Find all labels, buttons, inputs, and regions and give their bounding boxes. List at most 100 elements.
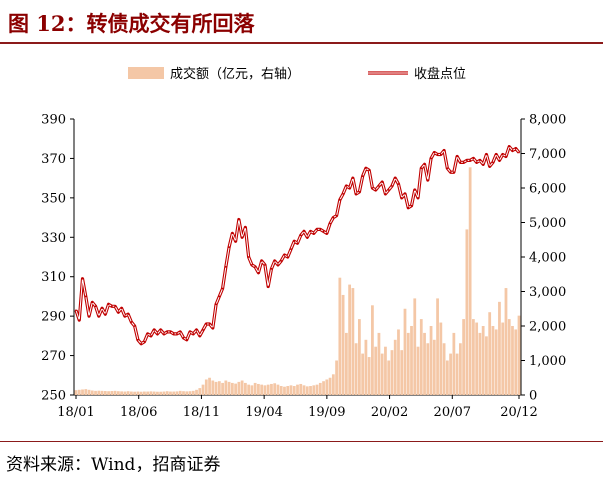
index-point (140, 342, 143, 345)
volume-bar (452, 332, 456, 395)
volume-bar (393, 339, 397, 395)
volume-bar (77, 389, 81, 395)
volume-bar (413, 298, 417, 395)
volume-bar (309, 386, 312, 395)
index-point (371, 187, 374, 189)
volume-bar (120, 391, 123, 395)
index-line-inner (75, 146, 520, 345)
index-point (260, 260, 263, 262)
index-point (482, 163, 485, 166)
index-point (384, 193, 387, 195)
volume-bar (263, 385, 267, 395)
left-tick-label: 250 (41, 389, 66, 404)
volume-bar (103, 391, 107, 395)
volume-bar (250, 385, 254, 395)
volume-bar (338, 277, 342, 395)
index-point (202, 329, 204, 331)
legend-swatch-volume (128, 67, 164, 79)
index-point (391, 185, 393, 187)
volume-bar (472, 319, 475, 395)
index-point (485, 153, 488, 156)
volume-bar (328, 377, 332, 395)
chart: 成交额（亿元，右轴） 收盘点位 250 270 290 310 330 350 370 390… (41, 66, 566, 420)
volume-bar (325, 379, 329, 395)
volume-bar (165, 391, 169, 395)
volume-bars (74, 167, 521, 396)
index-point (374, 189, 377, 191)
volume-bar (230, 382, 234, 395)
index-point (319, 228, 322, 231)
index-point (94, 305, 97, 308)
volume-bar (335, 360, 338, 395)
index-point (387, 189, 390, 191)
index-point (508, 145, 511, 148)
index-point (172, 332, 175, 335)
index-point (459, 161, 462, 164)
index-point (368, 169, 371, 172)
volume-bar (322, 381, 325, 395)
left-tick-label: 350 (41, 191, 66, 206)
volume-bar (204, 379, 208, 395)
left-tick-label: 270 (41, 349, 66, 364)
volume-bar (133, 391, 137, 395)
volume-bar (403, 308, 407, 395)
volume-bar (426, 343, 430, 395)
volume-bar (152, 391, 156, 395)
volume-bar (211, 380, 215, 395)
volume-bar (253, 382, 257, 395)
volume-bar (97, 390, 101, 395)
index-point (423, 163, 426, 166)
index-point (449, 171, 452, 174)
volume-bar (462, 319, 466, 395)
volume-bar (465, 229, 469, 395)
volume-bar (455, 353, 459, 395)
index-point (234, 240, 237, 243)
volume-bar (478, 332, 482, 395)
volume-bar (458, 343, 462, 395)
index-point (456, 155, 459, 158)
volume-bar (318, 382, 322, 395)
index-point (296, 242, 299, 245)
index-point (501, 153, 504, 156)
index-point (169, 331, 172, 333)
source-note: 资料来源：Wind，招商证券 (6, 455, 221, 475)
volume-bar (501, 322, 505, 395)
index-point (251, 263, 253, 266)
volume-bar (331, 374, 335, 395)
index-point (348, 187, 351, 189)
index-point (426, 179, 429, 182)
volume-bar (485, 336, 488, 395)
right-tick-label: 5,000 (529, 216, 566, 231)
index-point (237, 218, 240, 221)
index-point (407, 206, 410, 209)
volume-bar (270, 383, 273, 395)
index-point (215, 303, 217, 306)
volume-bar (87, 389, 91, 395)
volume-bar (172, 391, 176, 395)
volume-bar (221, 382, 224, 395)
legend: 成交额（亿元，右轴） 收盘点位 (128, 66, 466, 82)
volume-bar (107, 391, 110, 395)
volume-bar (380, 353, 384, 395)
index-point (433, 151, 436, 154)
index-point (270, 267, 273, 270)
volume-bar (491, 326, 495, 395)
index-point (254, 265, 257, 268)
index-point (436, 153, 439, 156)
volume-bar (110, 391, 114, 395)
x-tick-label: 18/11 (183, 405, 220, 420)
volume-bar (475, 322, 479, 395)
volume-bar (273, 383, 277, 395)
index-point (205, 323, 208, 325)
index-point (97, 315, 100, 318)
index-point (117, 311, 120, 314)
index-point (244, 226, 247, 229)
volume-bar (208, 377, 211, 395)
volume-bar (214, 381, 218, 395)
index-point (218, 295, 221, 298)
volume-bar (191, 390, 195, 395)
left-tick-label: 310 (41, 270, 66, 285)
volume-bar (400, 350, 404, 395)
volume-bar (494, 329, 498, 395)
index-point (277, 263, 279, 266)
